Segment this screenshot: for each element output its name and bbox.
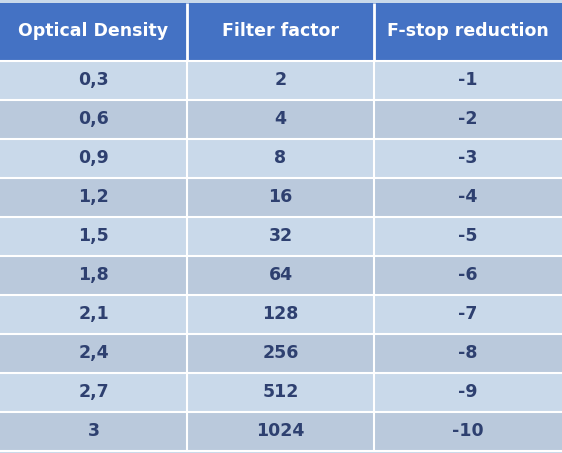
Text: F-stop reduction: F-stop reduction bbox=[387, 23, 549, 40]
Text: 2,4: 2,4 bbox=[78, 344, 109, 362]
Bar bbox=[374, 255, 562, 294]
Bar bbox=[374, 100, 562, 139]
Bar bbox=[187, 178, 374, 217]
Text: 8: 8 bbox=[274, 149, 287, 167]
Text: -2: -2 bbox=[458, 110, 478, 128]
Bar bbox=[0, 100, 187, 139]
Bar bbox=[187, 100, 374, 139]
Bar bbox=[0, 255, 187, 294]
Text: -9: -9 bbox=[458, 383, 478, 401]
Text: 1,5: 1,5 bbox=[78, 227, 109, 245]
Bar bbox=[0, 333, 187, 372]
Text: 16: 16 bbox=[269, 188, 293, 206]
Text: -6: -6 bbox=[458, 266, 478, 284]
Bar bbox=[374, 178, 562, 217]
Text: 3: 3 bbox=[88, 422, 99, 440]
Bar bbox=[187, 372, 374, 411]
Bar bbox=[0, 294, 187, 333]
Bar bbox=[187, 3, 374, 61]
Text: -10: -10 bbox=[452, 422, 484, 440]
Text: 256: 256 bbox=[262, 344, 298, 362]
Text: Filter factor: Filter factor bbox=[222, 23, 339, 40]
Text: 2,1: 2,1 bbox=[78, 305, 109, 323]
Text: 512: 512 bbox=[262, 383, 298, 401]
Bar bbox=[187, 255, 374, 294]
Bar bbox=[187, 333, 374, 372]
Text: -7: -7 bbox=[459, 305, 478, 323]
Bar bbox=[374, 217, 562, 255]
Text: -1: -1 bbox=[458, 71, 478, 89]
Text: -5: -5 bbox=[458, 227, 478, 245]
Bar bbox=[0, 217, 187, 255]
Bar bbox=[0, 411, 187, 450]
Text: 0,6: 0,6 bbox=[78, 110, 109, 128]
Bar bbox=[0, 178, 187, 217]
Text: -8: -8 bbox=[458, 344, 478, 362]
Text: Optical Density: Optical Density bbox=[19, 23, 169, 40]
Bar bbox=[187, 139, 374, 178]
Bar bbox=[0, 139, 187, 178]
Text: 128: 128 bbox=[262, 305, 298, 323]
Text: 0,9: 0,9 bbox=[78, 149, 109, 167]
Text: 1,2: 1,2 bbox=[78, 188, 109, 206]
Text: 64: 64 bbox=[269, 266, 293, 284]
Text: 2,7: 2,7 bbox=[78, 383, 109, 401]
Text: 1024: 1024 bbox=[256, 422, 305, 440]
Bar bbox=[374, 139, 562, 178]
Bar bbox=[0, 61, 187, 100]
Bar bbox=[187, 217, 374, 255]
Bar bbox=[374, 372, 562, 411]
Text: 1,8: 1,8 bbox=[78, 266, 109, 284]
Text: 2: 2 bbox=[274, 71, 287, 89]
Bar bbox=[374, 3, 562, 61]
Bar bbox=[374, 411, 562, 450]
Bar bbox=[374, 294, 562, 333]
Bar bbox=[187, 294, 374, 333]
Text: 0,3: 0,3 bbox=[78, 71, 109, 89]
Text: 4: 4 bbox=[274, 110, 287, 128]
Bar bbox=[374, 61, 562, 100]
Text: -4: -4 bbox=[459, 188, 478, 206]
Bar bbox=[187, 61, 374, 100]
Bar bbox=[374, 333, 562, 372]
Text: 32: 32 bbox=[269, 227, 293, 245]
Bar bbox=[187, 411, 374, 450]
Bar bbox=[0, 3, 187, 61]
Bar bbox=[0, 372, 187, 411]
Text: -3: -3 bbox=[459, 149, 478, 167]
